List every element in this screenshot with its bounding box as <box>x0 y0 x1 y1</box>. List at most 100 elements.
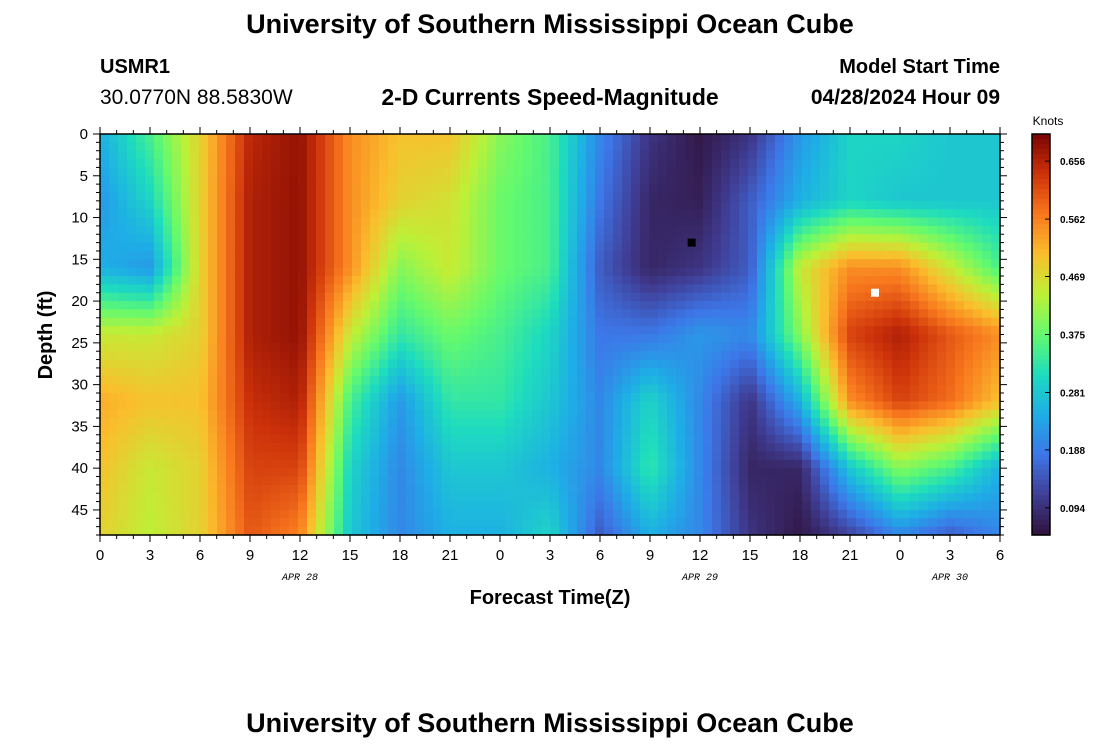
heatmap-cell <box>226 451 236 461</box>
heatmap-cell <box>217 418 227 427</box>
heatmap-cell <box>685 301 695 311</box>
heatmap-cell <box>397 392 407 402</box>
heatmap-cell <box>892 334 902 344</box>
heatmap-cell <box>973 342 983 352</box>
heatmap-cell <box>271 209 281 219</box>
heatmap-cell <box>397 200 407 210</box>
heatmap-cell <box>793 459 803 469</box>
heatmap-cell <box>613 484 623 494</box>
heatmap-cell <box>532 234 542 244</box>
heatmap-cell <box>145 418 155 427</box>
heatmap-cell <box>784 518 794 528</box>
heatmap-cell <box>829 184 839 194</box>
heatmap-cell <box>649 509 659 519</box>
heatmap-cell <box>361 309 371 319</box>
heatmap-cell <box>280 443 290 453</box>
heatmap-cell <box>163 484 173 494</box>
heatmap-cell <box>370 509 380 519</box>
heatmap-cell <box>145 468 155 478</box>
heatmap-cell <box>892 225 902 235</box>
heatmap-cell <box>748 326 758 336</box>
heatmap-cell <box>424 518 434 528</box>
heatmap-cell <box>595 317 605 327</box>
heatmap-cell <box>451 493 461 503</box>
heatmap-cell <box>964 459 974 469</box>
heatmap-cell <box>613 184 623 194</box>
heatmap-cell <box>478 225 488 235</box>
heatmap-cell <box>298 376 308 386</box>
heatmap-cell <box>388 518 398 528</box>
heatmap-cell <box>145 426 155 436</box>
heatmap-cell <box>829 501 839 511</box>
heatmap-cell <box>577 434 587 444</box>
heatmap-cell <box>217 334 227 344</box>
heatmap-cell <box>352 175 362 185</box>
heatmap-cell <box>145 392 155 402</box>
heatmap-cell <box>919 376 929 386</box>
heatmap-cell <box>280 376 290 386</box>
heatmap-cell <box>748 384 758 394</box>
heatmap-cell <box>793 234 803 244</box>
heatmap-cell <box>721 476 731 486</box>
heatmap-cell <box>802 401 812 411</box>
heatmap-cell <box>442 200 452 210</box>
heatmap-cell <box>145 359 155 369</box>
heatmap-cell <box>649 142 659 152</box>
heatmap-cell <box>937 509 947 519</box>
heatmap-cell <box>532 175 542 185</box>
heatmap-cell <box>235 209 245 219</box>
heatmap-cell <box>577 342 587 352</box>
heatmap-cell <box>901 159 911 169</box>
heatmap-cell <box>910 409 920 419</box>
heatmap-cell <box>433 150 443 160</box>
heatmap-cell <box>262 217 272 227</box>
heatmap-cell <box>244 459 254 469</box>
heatmap-cell <box>730 351 740 361</box>
heatmap-cell <box>784 501 794 511</box>
heatmap-cell <box>775 167 785 177</box>
heatmap-cell <box>640 317 650 327</box>
heatmap-cell <box>955 493 965 503</box>
heatmap-cell <box>253 292 263 302</box>
heatmap-cell <box>631 367 641 377</box>
heatmap-cell <box>469 217 479 227</box>
heatmap-cell <box>667 276 677 285</box>
heatmap-cell <box>739 443 749 453</box>
heatmap-cell <box>469 334 479 344</box>
heatmap-cell <box>514 401 524 411</box>
heatmap-cell <box>217 451 227 461</box>
heatmap-cell <box>406 434 416 444</box>
heatmap-cell <box>505 184 515 194</box>
heatmap-cell <box>811 250 821 260</box>
heatmap-cell <box>424 426 434 436</box>
heatmap-cell <box>541 200 551 210</box>
heatmap-cell <box>964 242 974 252</box>
heatmap-cell <box>649 518 659 528</box>
heatmap-cell <box>532 150 542 160</box>
heatmap-cell <box>883 468 893 478</box>
heatmap-cell <box>991 209 1001 219</box>
heatmap-cell <box>127 426 137 436</box>
heatmap-cell <box>271 217 281 227</box>
heatmap-cell <box>361 225 371 235</box>
heatmap-cell <box>982 334 992 344</box>
heatmap-cell <box>811 351 821 361</box>
heatmap-cell <box>100 401 110 411</box>
heatmap-cell <box>352 409 362 419</box>
heatmap-cell <box>199 376 209 386</box>
heatmap-cell <box>370 225 380 235</box>
heatmap-cell <box>973 159 983 169</box>
heatmap-cell <box>487 209 497 219</box>
heatmap-cell <box>838 250 848 260</box>
heatmap-cell <box>793 225 803 235</box>
heatmap-cell <box>928 451 938 461</box>
heatmap-cell <box>955 401 965 411</box>
heatmap-cell <box>577 200 587 210</box>
heatmap-cell <box>775 509 785 519</box>
heatmap-cell <box>163 200 173 210</box>
heatmap-cell <box>370 142 380 152</box>
heatmap-cell <box>199 209 209 219</box>
heatmap-cell <box>901 359 911 369</box>
heatmap-cell <box>604 209 614 219</box>
heatmap-cell <box>838 175 848 185</box>
